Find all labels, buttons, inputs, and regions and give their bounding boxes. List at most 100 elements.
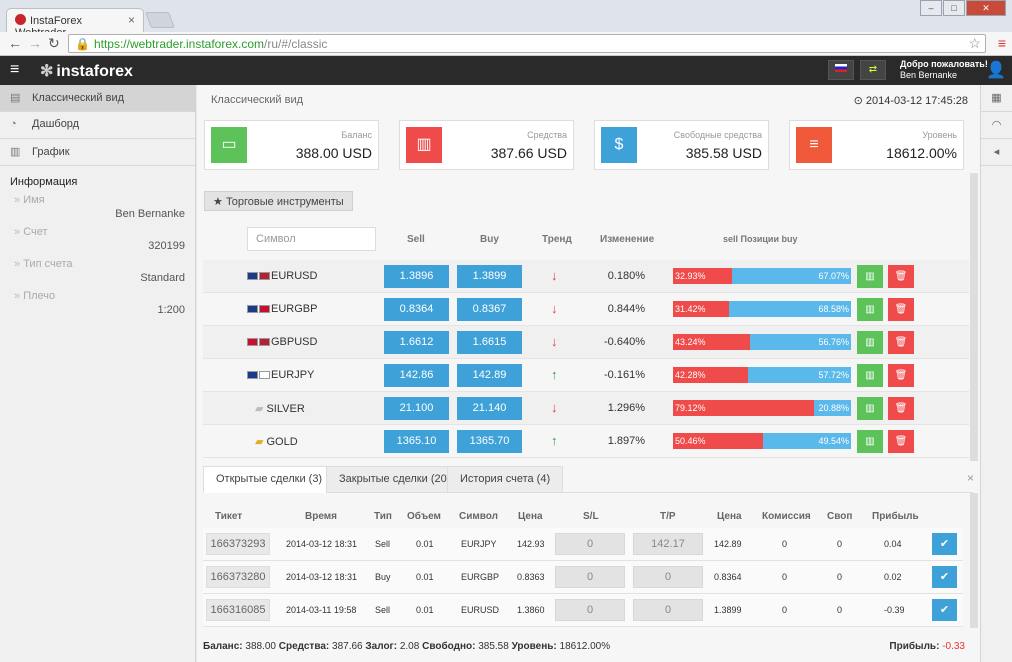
scrollbar[interactable] [970,493,978,628]
type-cell: Sell [375,605,391,615]
buy-button[interactable]: 1.6615 [457,331,522,354]
delete-button[interactable]: 🗑 [888,331,914,354]
window-controls: – □ ✕ [920,0,1006,16]
confirm-button[interactable]: ✔ [932,533,957,555]
card-value: 385.58 USD [685,145,762,161]
confirm-button[interactable]: ✔ [932,566,957,588]
browser-tab[interactable]: InstaForex Webtrader× [6,8,144,39]
chart-button[interactable]: ▥ [857,364,883,387]
tab-open-trades[interactable]: Открытые сделки (3) [203,466,336,493]
delete-button[interactable]: 🗑 [888,364,914,387]
sidebar: ▤ Классический вид ◔ Дашборд ▥ График Инфор… [0,85,196,662]
sell-button[interactable]: 1.3896 [384,265,449,288]
arrow-down-icon: ↓ [551,334,558,349]
chart-button[interactable]: ▥ [857,265,883,288]
symbol-name: EURGBP [271,303,318,315]
table-header: Прибыль [872,511,919,522]
instrument-row[interactable]: EURUSD 1.3896 1.3899 ↓ 0.180% 32.93% 67.07% ▥ 🗑 [203,260,969,293]
sl-input[interactable]: 0 [555,533,625,555]
browser-menu-icon[interactable]: ≡ [997,35,1006,51]
level-card: ≡ Уровень 18612.00% [789,120,964,170]
instrument-row[interactable]: GBPUSD 1.6612 1.6615 ↓ -0.640% 43.24% 56.76% ▥ 🗑 [203,326,969,359]
free-margin-card: $ Свободные средства 385.58 USD [594,120,769,170]
transfer-button[interactable]: ⇄ [860,60,886,80]
maximize-icon[interactable]: □ [943,0,965,16]
user-icon[interactable]: 👤 [986,62,1006,79]
tab-account-history[interactable]: История счета (4) [447,466,564,493]
scrollbar[interactable] [970,173,978,461]
url-input[interactable]: 🔒 https://webtrader.instaforex.com/ru/#/c… [68,34,986,53]
new-tab-button[interactable] [145,12,175,28]
table-row[interactable]: 166316085 2014-03-11 19:58 Sell 0.01 EURUSD 1… [203,594,963,627]
delete-button[interactable]: 🗑 [888,265,914,288]
hamburger-menu-icon[interactable]: ≡ [10,61,20,78]
buy-button[interactable]: 0.8367 [457,298,522,321]
instrument-row[interactable]: ▰ SILVER 21.100 21.140 ↓ 1.296% 79.12% 20.88% ▥ 🗑 [203,392,969,425]
sym-cell: EURUSD [461,605,500,615]
chart-button[interactable]: ▥ [857,331,883,354]
buy-button[interactable]: 142.89 [457,364,522,387]
megaphone-icon[interactable]: ◂ [981,139,1012,166]
language-flag-button[interactable] [828,60,854,80]
tp-input[interactable]: 0 [633,599,703,621]
forward-icon[interactable]: → [28,35,42,51]
table-row[interactable]: 166373280 2014-03-12 18:31 Buy 0.01 EURGBP 0.… [203,561,963,594]
positions-bar: 42.28% 57.72% [673,367,851,383]
sidebar-item-label: Классический вид [32,92,125,104]
table-header: Цена [717,511,742,522]
welcome-text: Добро пожаловать! [900,59,988,69]
delete-button[interactable]: 🗑 [888,397,914,420]
vol-cell: 0.01 [416,539,434,549]
minimize-icon[interactable]: – [920,0,942,16]
instrument-row[interactable]: ▰ GOLD 1365.10 1365.70 ↑ 1.897% 50.46% 49.54% ▥ 🗑 [203,425,969,458]
sell-button[interactable]: 0.8364 [384,298,449,321]
rss-icon[interactable]: ◠ [981,112,1012,139]
sidebar-item-dashboard[interactable]: ◔ Дашборд [0,112,195,139]
bookmark-star-icon[interactable]: ☆ [968,35,981,51]
close-tab-icon[interactable]: × [127,13,135,27]
confirm-button[interactable]: ✔ [932,599,957,621]
chart-button[interactable]: ▥ [857,298,883,321]
cur-cell: 0.8364 [714,572,742,582]
delete-button[interactable]: 🗑 [888,430,914,453]
close-panel-icon[interactable]: × [966,471,974,485]
buy-button[interactable]: 1365.70 [457,430,522,453]
summary-margin: 2.08 [399,641,420,652]
info-key: Счет [14,226,48,238]
money-icon: $ [601,127,637,163]
sl-input[interactable]: 0 [555,599,625,621]
col-sell: Sell [407,234,425,245]
sl-input[interactable]: 0 [555,566,625,588]
card-icon: ▭ [211,127,247,163]
reload-icon[interactable]: ↻ [48,35,60,51]
chart-button[interactable]: ▥ [857,397,883,420]
instrument-row[interactable]: EURJPY 142.86 142.89 ↑ -0.161% 42.28% 57.72% ▥ 🗑 [203,359,969,392]
flag-icon [247,338,258,346]
right-toolbar: ▦ ◠ ◂ [980,85,1012,662]
sell-button[interactable]: 1365.10 [384,430,449,453]
sidebar-item-chart[interactable]: ▥ График [0,139,195,166]
sell-button[interactable]: 21.100 [384,397,449,420]
close-window-icon[interactable]: ✕ [966,0,1006,16]
table-row[interactable]: 166373293 2014-03-12 18:31 Sell 0.01 EURJPY 1… [203,528,963,561]
buy-button[interactable]: 1.3899 [457,265,522,288]
sell-button[interactable]: 142.86 [384,364,449,387]
flag-icon [259,371,270,379]
sidebar-item-classic[interactable]: ▤ Классический вид [0,85,195,112]
chart-button[interactable]: ▥ [857,430,883,453]
symbol-filter-input[interactable]: Символ [247,227,376,251]
instrument-row[interactable]: EURGBP 0.8364 0.8367 ↓ 0.844% 31.42% 68.58% ▥ 🗑 [203,293,969,326]
delete-button[interactable]: 🗑 [888,298,914,321]
sell-button[interactable]: 1.6612 [384,331,449,354]
back-icon[interactable]: ← [8,35,22,51]
tp-input[interactable]: 0 [633,566,703,588]
trading-instruments-button[interactable]: ★ Торговые инструменты [204,191,353,211]
flag-icon [259,338,270,346]
calendar-icon[interactable]: ▦ [981,85,1012,112]
table-header: Цена [518,511,543,522]
ticket-cell: 166373293 [206,533,270,555]
tp-input[interactable]: 142.17 [633,533,703,555]
buy-button[interactable]: 21.140 [457,397,522,420]
change-value: 1.296% [607,402,645,414]
tab-closed-trades[interactable]: Закрытые сделки (20) [326,466,464,493]
